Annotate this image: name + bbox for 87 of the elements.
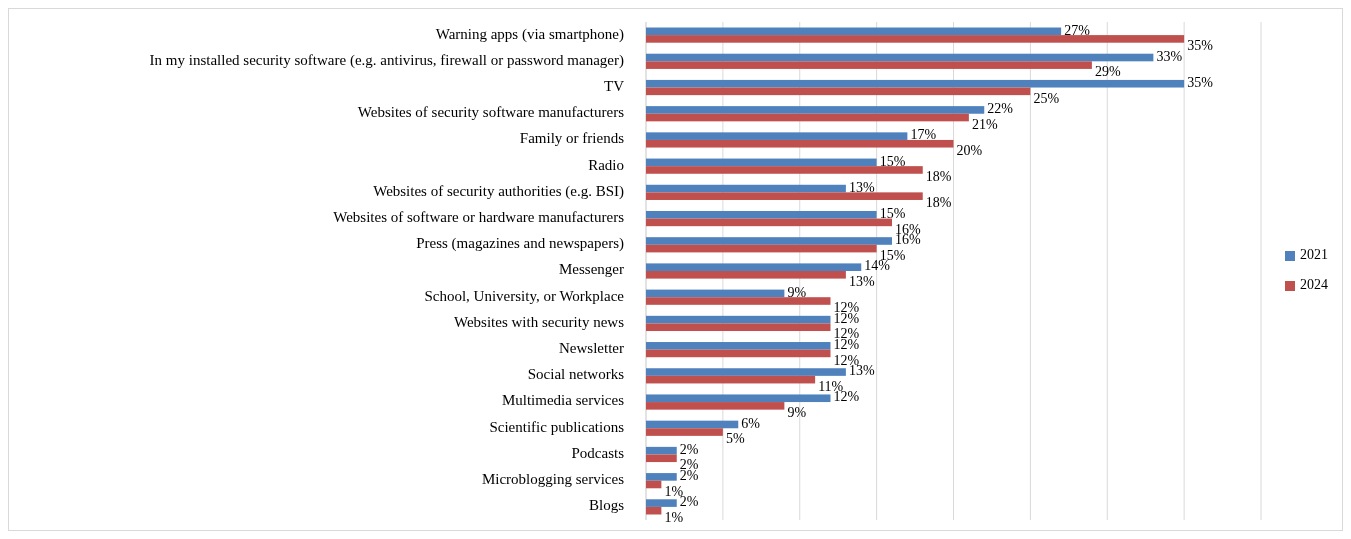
y-tick-label: Messenger — [559, 261, 624, 278]
y-tick-label: Podcasts — [571, 444, 625, 461]
data-label: 21% — [971, 116, 998, 132]
data-label: 5% — [725, 431, 745, 447]
y-tick-label: Multimedia services — [501, 392, 625, 409]
data-label: 18% — [925, 195, 952, 211]
y-tick-label: Social networks — [527, 366, 625, 383]
bar — [646, 106, 985, 114]
y-tick-label: Press (magazines and newspapers) — [416, 235, 624, 253]
data-label: 9% — [787, 405, 807, 421]
y-tick-label: Websites of software or hardware manufacturers — [333, 209, 625, 226]
bar — [646, 184, 846, 193]
bar — [646, 402, 785, 410]
data-label: 22% — [987, 101, 1014, 117]
data-label: 27% — [1064, 22, 1091, 38]
bar — [646, 499, 677, 507]
y-tick-label: Blogs — [588, 497, 625, 514]
bar — [646, 428, 723, 436]
bar — [646, 87, 1031, 96]
bar — [646, 237, 892, 245]
bar — [646, 323, 831, 332]
y-tick-label: Scientific publications — [489, 418, 625, 435]
data-label: 20% — [956, 142, 983, 158]
data-label: 13% — [848, 179, 875, 195]
bar — [646, 218, 892, 227]
bar — [646, 244, 877, 253]
bar — [646, 289, 785, 298]
y-tick-label: Websites of security authorities (e.g. BSI) — [373, 182, 624, 200]
data-label: 9% — [787, 284, 807, 300]
data-label: 17% — [910, 127, 937, 143]
y-tick-label: Websites of security software manufacturers — [357, 104, 625, 121]
data-label: 14% — [864, 258, 891, 274]
data-label: 1% — [664, 509, 684, 525]
y-tick-label: In my installed security software (e.g. antivirus, firewall or password manager) — [149, 51, 624, 69]
bar — [646, 375, 816, 384]
data-label: 15% — [879, 153, 906, 169]
y-tick-label: TV — [604, 77, 625, 94]
bar — [646, 420, 739, 429]
legend-label: 2024 — [1300, 277, 1328, 293]
bar — [646, 61, 1092, 69]
data-label: 16% — [895, 232, 921, 248]
data-label: 12% — [833, 337, 860, 353]
bar — [646, 263, 862, 271]
bar — [646, 113, 969, 122]
y-tick-label: Family or friends — [519, 130, 625, 147]
bar — [646, 210, 877, 219]
bar — [646, 480, 662, 489]
data-label: 6% — [741, 415, 761, 431]
y-tick-label: Websites with security news — [453, 313, 625, 330]
bar — [646, 368, 846, 376]
bar — [646, 315, 831, 324]
bar — [646, 192, 923, 200]
bar — [646, 139, 954, 148]
data-label: 35% — [1187, 74, 1214, 90]
data-label: 13% — [848, 363, 875, 379]
data-label: 33% — [1156, 48, 1183, 64]
y-tick-label: Microblogging services — [481, 471, 625, 488]
data-label: 12% — [833, 389, 860, 405]
bar — [646, 53, 1154, 62]
bar — [646, 158, 877, 167]
bar — [646, 35, 1185, 43]
data-label: 2% — [679, 441, 699, 457]
y-tick-label: Warning apps (via smartphone) — [435, 25, 624, 43]
data-label: 29% — [1094, 64, 1121, 80]
bar — [646, 342, 831, 350]
y-tick-label: Radio — [588, 156, 624, 173]
data-label: 18% — [925, 169, 952, 185]
y-tick-label: Newsletter — [559, 340, 624, 357]
data-label: 13% — [848, 274, 875, 290]
data-label: 35% — [1187, 38, 1214, 54]
bar — [646, 349, 831, 358]
bar — [646, 394, 831, 403]
data-label: 25% — [1033, 90, 1060, 106]
bar — [646, 132, 908, 140]
bar — [646, 297, 831, 305]
bar — [646, 27, 1062, 36]
bar — [646, 79, 1185, 88]
data-label: 2% — [679, 468, 699, 484]
bar — [646, 271, 846, 279]
bar — [646, 506, 662, 515]
bar — [646, 166, 923, 174]
y-tick-label: School, University, or Workplace — [424, 287, 625, 304]
legend-label: 2021 — [1300, 247, 1328, 263]
bar — [646, 446, 677, 455]
bar — [646, 454, 677, 463]
bar — [646, 473, 677, 481]
data-label: 15% — [879, 206, 906, 221]
